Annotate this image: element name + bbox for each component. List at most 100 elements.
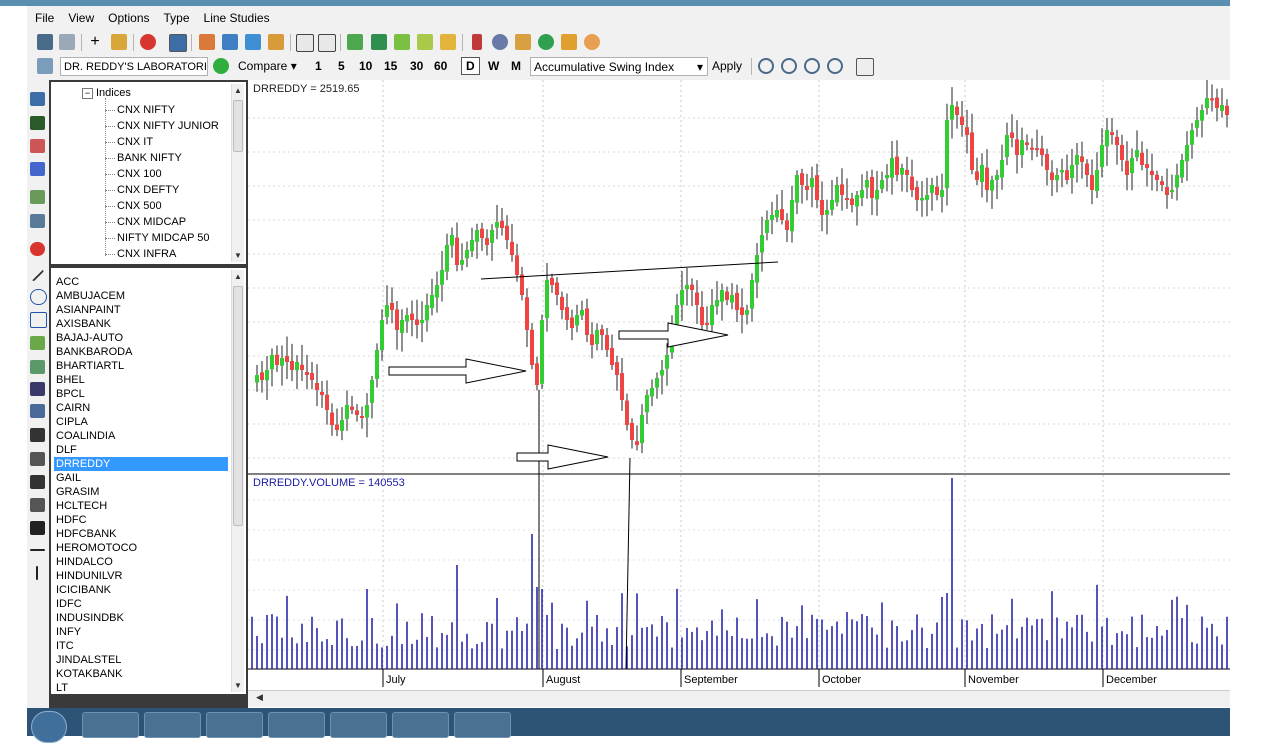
grid-icon[interactable] (169, 34, 187, 52)
symbol-list-item[interactable]: HINDUNILVR (56, 570, 123, 582)
delete-icon[interactable] (140, 34, 156, 50)
fan-tool-icon[interactable] (30, 360, 45, 374)
taskbar-app-6[interactable] (392, 712, 449, 738)
grid-view-icon[interactable] (30, 92, 45, 106)
rows-icon[interactable] (318, 34, 336, 52)
symbol-list-item[interactable]: IDFC (56, 598, 82, 610)
table-icon[interactable] (440, 34, 456, 50)
tree-root-indices[interactable]: Indices (96, 87, 131, 99)
study-icon[interactable] (371, 34, 387, 50)
zoom-reset-icon[interactable] (827, 58, 843, 74)
zoom-out-icon[interactable] (781, 58, 797, 74)
channel-tool-icon[interactable] (30, 336, 45, 350)
symbol-list-item-selected[interactable]: DRREDDY (54, 457, 228, 471)
line-tool-icon[interactable] (30, 268, 45, 282)
symbol-list-item[interactable]: INDUSINDBK (56, 612, 124, 624)
remove-icon[interactable] (30, 242, 45, 256)
people-alt-icon[interactable] (417, 34, 433, 50)
binoculars-icon[interactable] (492, 34, 508, 50)
tree-item[interactable]: NIFTY MIDCAP 50 (117, 232, 210, 244)
symbol-list-item[interactable]: COALINDIA (56, 430, 116, 442)
menu-type[interactable]: Type (163, 11, 190, 25)
symbol-list-item[interactable]: CIPLA (56, 416, 88, 428)
symbol-list-item[interactable]: INFY (56, 626, 82, 638)
arrow-annotation[interactable] (516, 444, 609, 470)
tree-scroll-thumb[interactable] (233, 100, 243, 152)
interval-60[interactable]: 60 (434, 59, 448, 73)
taskbar-app-4[interactable] (268, 712, 325, 738)
horizontal-line-icon[interactable] (30, 549, 45, 551)
symbol-list-item[interactable]: LT (56, 682, 69, 694)
period-daily[interactable]: D (461, 57, 480, 75)
menu-options[interactable]: Options (108, 11, 150, 25)
cycle-tool-icon[interactable] (30, 428, 45, 442)
period-monthly[interactable]: M (511, 59, 521, 73)
tree-item[interactable]: CNX DEFTY (117, 184, 180, 196)
interval-30[interactable]: 30 (410, 59, 424, 73)
symbol-list-item[interactable]: KOTAKBANK (56, 668, 123, 680)
symbol-list-item[interactable]: HCLTECH (56, 500, 108, 512)
taskbar-app-7[interactable] (454, 712, 511, 738)
menu-line-studies[interactable]: Line Studies (203, 11, 270, 25)
check-icon[interactable] (213, 58, 229, 74)
symbol-list-item[interactable]: ACC (56, 276, 80, 288)
scroll-down-icon[interactable]: ▼ (234, 681, 242, 690)
tree-scrollbar[interactable]: ▲ ▼ (231, 84, 244, 262)
volume-icon[interactable] (245, 34, 261, 50)
columns-icon[interactable] (296, 34, 314, 52)
bell-icon[interactable] (515, 34, 531, 50)
zoom-fit-icon[interactable] (804, 58, 820, 74)
symbol-list-item[interactable]: BANKBARODA (56, 346, 133, 358)
speed-lines-icon[interactable] (30, 521, 45, 535)
crosshair-pointer-icon[interactable] (59, 34, 75, 50)
menu-view[interactable]: View (68, 11, 95, 25)
symbol-list-item[interactable]: BPCL (56, 388, 85, 400)
refresh-icon[interactable] (37, 58, 53, 74)
symbol-list-item[interactable]: DLF (56, 444, 77, 456)
taskbar-app-1[interactable] (82, 712, 139, 738)
timezone-tool-icon[interactable] (30, 452, 45, 466)
tree-item[interactable]: CNX 100 (117, 168, 162, 180)
symbol-list-item[interactable]: AXISBANK (56, 318, 112, 330)
candle-view-icon[interactable] (30, 116, 45, 130)
scroll-up-icon[interactable]: ▲ (234, 272, 242, 281)
vertical-line-icon[interactable] (36, 566, 38, 580)
trendline[interactable] (480, 261, 779, 280)
grid-tool-icon[interactable] (30, 498, 45, 512)
start-button-icon[interactable] (31, 711, 67, 743)
interval-5[interactable]: 5 (338, 59, 345, 73)
interval-10[interactable]: 10 (359, 59, 373, 73)
study-select[interactable]: Accumulative Swing Index ▾ (530, 57, 708, 76)
tree-item[interactable]: CNX 500 (117, 200, 162, 212)
symbol-list-item[interactable]: BAJAJ-AUTO (56, 332, 124, 344)
rectangle-tool-icon[interactable] (30, 312, 47, 328)
taskbar-app-2[interactable] (144, 712, 201, 738)
vertical-marker-line[interactable] (625, 457, 631, 670)
taskbar-app-5[interactable] (330, 712, 387, 738)
symbol-list-item[interactable]: ITC (56, 640, 74, 652)
indicator-icon[interactable] (347, 34, 363, 50)
tree-item[interactable]: CNX MIDCAP (117, 216, 187, 228)
people-icon[interactable] (394, 34, 410, 50)
price-chart[interactable]: DRREDDY = 2519.65 DRREDDY.VOLUME = 14055… (248, 80, 1230, 690)
layout-grid-icon[interactable] (856, 58, 874, 76)
fibonacci-tool-icon[interactable] (30, 404, 45, 418)
tree-item[interactable]: CNX NIFTY (117, 104, 176, 116)
symbol-list-item[interactable]: HDFC (56, 514, 87, 526)
sort-icon[interactable] (472, 34, 482, 50)
interval-1[interactable]: 1 (315, 59, 322, 73)
printer-icon[interactable] (30, 214, 45, 228)
tree-item[interactable]: CNX INFRA (117, 248, 177, 260)
symbol-list-item[interactable]: HINDALCO (56, 556, 113, 568)
bar-chart-icon[interactable] (199, 34, 215, 50)
scroll-up-icon[interactable]: ▲ (234, 86, 242, 95)
ohlc-icon[interactable] (30, 139, 45, 153)
tree-item[interactable]: BANK NIFTY (117, 152, 182, 164)
symbol-list-scrollbar[interactable]: ▲ ▼ (231, 270, 244, 692)
symbol-list-item[interactable]: BHARTIARTL (56, 360, 125, 372)
symbol-list-item[interactable]: ICICIBANK (56, 584, 112, 596)
gann-tool-icon[interactable] (30, 475, 45, 489)
symbol-list-item[interactable]: JINDALSTEL (56, 654, 122, 666)
ellipse-tool-icon[interactable] (30, 289, 47, 305)
palette-icon[interactable] (584, 34, 600, 50)
